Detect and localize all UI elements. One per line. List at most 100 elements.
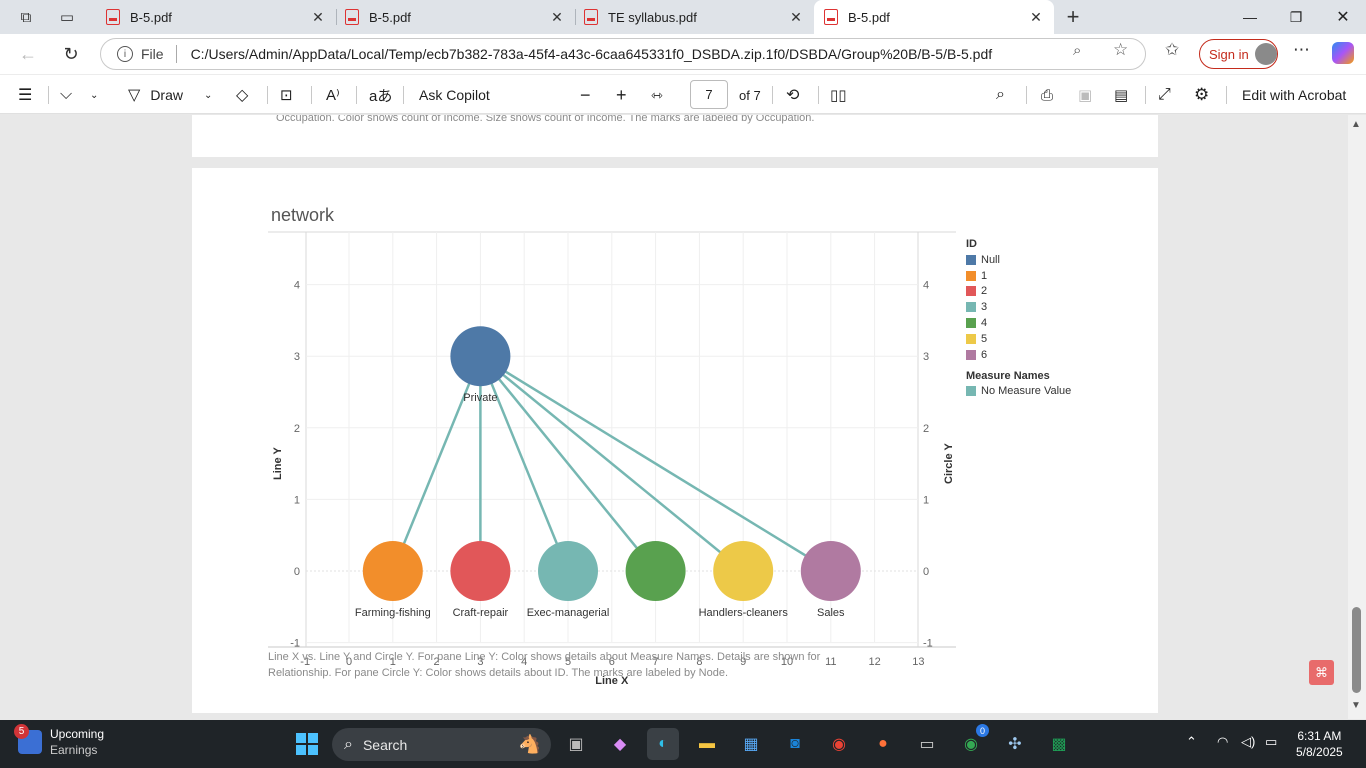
save-icon[interactable]: ▣ bbox=[1078, 87, 1093, 104]
highlight-icon[interactable]: ⌵ bbox=[60, 86, 73, 103]
file-explorer-icon[interactable]: ▬ bbox=[699, 735, 715, 752]
print-icon[interactable]: ⎙ bbox=[1041, 86, 1054, 104]
previous-page: Occupation. Color shows count of Income.… bbox=[192, 115, 1158, 157]
page-number-input[interactable]: 7 bbox=[690, 80, 728, 109]
legend-item[interactable]: 2 bbox=[966, 284, 1071, 300]
zoom-icon[interactable]: ⌕ bbox=[1073, 42, 1082, 59]
tab-divider bbox=[336, 9, 337, 25]
favorite-star-icon[interactable]: ☆ bbox=[1113, 40, 1129, 59]
chrome-icon[interactable]: ◉ bbox=[832, 736, 846, 753]
close-icon[interactable]: ✕ bbox=[312, 8, 324, 25]
snipping-tool-icon[interactable]: ✣ bbox=[1008, 736, 1022, 753]
vertical-scrollbar[interactable]: ▲ ▼ bbox=[1348, 115, 1366, 719]
close-window-button[interactable]: ✕ bbox=[1336, 9, 1350, 26]
clock-time: 6:31 AM bbox=[1297, 729, 1342, 743]
legend-item[interactable]: 5 bbox=[966, 331, 1071, 347]
close-icon[interactable]: ✕ bbox=[790, 8, 802, 25]
acrobat-icon[interactable]: ⌘ bbox=[1309, 660, 1334, 685]
edit-with-acrobat-button[interactable]: Edit with Acrobat bbox=[1242, 87, 1347, 103]
zoom-out-icon[interactable]: − bbox=[580, 84, 591, 105]
legend-item[interactable]: 1 bbox=[966, 268, 1071, 284]
new-tab-icon[interactable]: + bbox=[1066, 4, 1080, 29]
search-icon[interactable]: ⌕ bbox=[996, 86, 1005, 103]
tab-4-active[interactable]: B-5.pdf ✕ bbox=[814, 0, 1054, 34]
sign-in-button[interactable]: Sign in bbox=[1199, 39, 1278, 69]
ask-copilot-button[interactable]: Ask Copilot bbox=[419, 87, 490, 103]
translate-icon[interactable]: aあ bbox=[369, 87, 393, 105]
close-icon[interactable]: ✕ bbox=[1030, 8, 1042, 25]
rotate-icon[interactable]: ⟲ bbox=[786, 87, 800, 104]
taskbar-search[interactable]: ⌕ Search 🐴 bbox=[332, 728, 551, 761]
favorites-icon[interactable]: ✩ bbox=[1165, 40, 1180, 59]
task-view-icon[interactable]: ▣ bbox=[568, 736, 584, 753]
wifi-icon[interactable]: ◠ bbox=[1217, 734, 1229, 749]
network-node bbox=[625, 541, 686, 601]
legend-item[interactable]: 6 bbox=[966, 347, 1071, 363]
eraser-icon[interactable]: ◇ bbox=[236, 87, 249, 104]
toolbar-divider bbox=[818, 86, 819, 104]
chrome-profile-icon[interactable]: ◉ 0 bbox=[955, 724, 989, 760]
scroll-thumb[interactable] bbox=[1352, 607, 1361, 693]
legend-swatch bbox=[966, 302, 976, 313]
legend-label: 5 bbox=[981, 332, 988, 345]
volume-icon[interactable]: ◁) bbox=[1241, 734, 1256, 749]
omnibox[interactable]: i File C:/Users/Admin/AppData/Local/Temp… bbox=[100, 38, 1146, 70]
scroll-up-icon[interactable]: ▲ bbox=[1351, 119, 1361, 130]
legend-item[interactable]: Null bbox=[966, 252, 1071, 268]
copilot-app-icon[interactable]: ◆ bbox=[613, 736, 627, 753]
more-options-icon[interactable]: ⋯ bbox=[1293, 40, 1310, 59]
copilot-icon[interactable] bbox=[1332, 42, 1354, 64]
tab-1[interactable]: B-5.pdf ✕ bbox=[96, 0, 336, 34]
node-label: Handlers-cleaners bbox=[699, 607, 789, 619]
start-windows-icon[interactable] bbox=[291, 728, 323, 760]
refresh-button[interactable]: ↻ bbox=[63, 43, 79, 64]
close-icon[interactable]: ✕ bbox=[551, 8, 563, 25]
read-aloud-icon[interactable]: A⁾ bbox=[326, 87, 340, 104]
workspaces-icon[interactable]: ⧉ bbox=[20, 8, 32, 26]
legend-item[interactable]: 4 bbox=[966, 315, 1071, 331]
url-text[interactable]: C:/Users/Admin/AppData/Local/Temp/ecb7b3… bbox=[190, 46, 993, 62]
x-tick-label: 5 bbox=[565, 656, 571, 668]
save-as-icon[interactable]: ▤ bbox=[1114, 87, 1129, 104]
fit-to-width-icon[interactable]: ⇿ bbox=[651, 86, 663, 103]
chevron-down-icon[interactable]: ⌄ bbox=[204, 89, 213, 101]
toolbar-divider bbox=[1226, 86, 1227, 104]
outlook-icon[interactable]: ◙ bbox=[790, 735, 800, 752]
y2-tick-label: 4 bbox=[923, 280, 929, 292]
y-tick-label: 0 bbox=[294, 566, 300, 578]
tab-3[interactable]: TE syllabus.pdf ✕ bbox=[574, 0, 814, 34]
legend-item[interactable]: No Measure Value bbox=[966, 384, 1071, 400]
terminal-icon[interactable]: ▭ bbox=[919, 736, 935, 753]
legend-swatch bbox=[966, 270, 976, 281]
legend-item[interactable]: 3 bbox=[966, 299, 1071, 315]
battery-icon[interactable]: ▭ bbox=[1265, 734, 1278, 749]
system-clock[interactable]: 6:31 AM 5/8/2025 bbox=[1296, 728, 1343, 760]
chevron-down-icon[interactable]: ⌄ bbox=[90, 89, 99, 101]
x-tick-label: -1 bbox=[300, 656, 310, 668]
tab-2[interactable]: B-5.pdf ✕ bbox=[335, 0, 575, 34]
tab-actions-icon[interactable]: ▭ bbox=[59, 9, 75, 26]
y-tick-label: 4 bbox=[294, 280, 300, 292]
info-icon[interactable]: i bbox=[117, 46, 133, 62]
text-box-icon[interactable]: ⊡ bbox=[280, 87, 293, 104]
x-tick-label: 4 bbox=[521, 656, 527, 668]
pdf-viewport[interactable]: Occupation. Color shows count of Income.… bbox=[0, 115, 1348, 719]
microsoft-store-icon[interactable]: ▦ bbox=[743, 736, 759, 753]
minimize-button[interactable]: — bbox=[1243, 9, 1257, 25]
x-tick-label: 7 bbox=[653, 656, 659, 668]
contents-icon[interactable]: ☰ bbox=[18, 87, 33, 104]
excel-icon[interactable]: ▩ bbox=[1051, 736, 1067, 753]
page-view-icon[interactable]: ▯▯ bbox=[830, 87, 847, 104]
firefox-icon[interactable]: ● bbox=[878, 735, 888, 752]
back-button[interactable]: ← bbox=[19, 43, 37, 64]
fullscreen-icon[interactable]: ⤢ bbox=[1158, 86, 1171, 103]
zoom-in-icon[interactable]: + bbox=[616, 84, 627, 105]
weather-widget[interactable]: 5 Upcoming Earnings bbox=[14, 724, 104, 758]
restore-button[interactable]: ❐ bbox=[1289, 8, 1303, 25]
show-hidden-icons-icon[interactable]: ⌃ bbox=[1186, 734, 1197, 749]
edge-browser-icon[interactable]: ◐ bbox=[647, 728, 679, 760]
draw-button[interactable]: ▽ Draw bbox=[128, 75, 183, 115]
scroll-down-icon[interactable]: ▼ bbox=[1351, 700, 1361, 711]
settings-gear-icon[interactable]: ⚙ bbox=[1194, 85, 1210, 104]
